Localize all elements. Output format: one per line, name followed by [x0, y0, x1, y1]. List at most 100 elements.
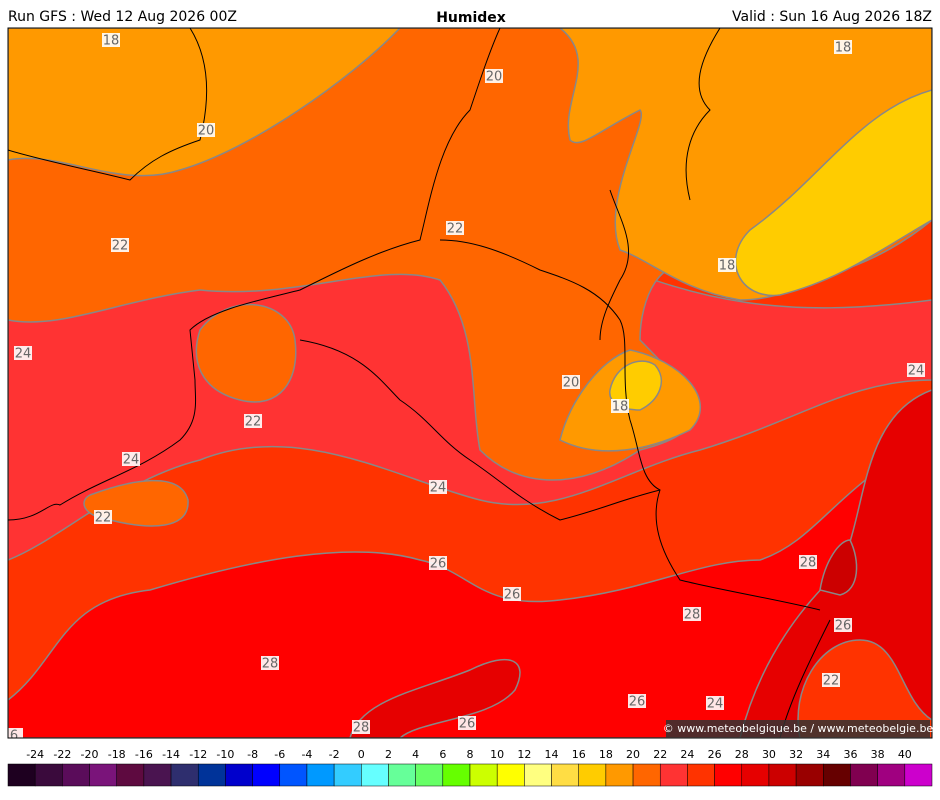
contour-label: 18 [103, 34, 120, 49]
colorbar-label: 28 [735, 748, 749, 761]
contour-label: 26 [504, 588, 521, 603]
credit-box [666, 720, 930, 738]
label-bg [352, 720, 370, 734]
label-bg [503, 587, 521, 601]
colorbar-label: -20 [81, 748, 99, 761]
colorbar-cell [143, 763, 172, 787]
contour-label: 28 [800, 556, 817, 571]
coastline [8, 28, 207, 181]
contour-label: 6 [10, 729, 18, 744]
colorbar: -24 -22 -20 -18 -16 -14 -12 -10 -8 -6 -4 -2 0 2 4 6 8 10 1… [7, 748, 933, 787]
label-bg [611, 399, 629, 413]
colorbar-cell [795, 763, 824, 787]
border [439, 239, 821, 611]
colorbar-label: -6 [274, 748, 285, 761]
colorbar-label: 20 [626, 748, 640, 761]
colorbar-label: -24 [26, 748, 44, 761]
credit: © www.meteobelgique.be / www.meteobelgie… [663, 722, 934, 735]
field [797, 639, 932, 738]
colorbar-cell [469, 763, 498, 787]
label-bg [197, 123, 215, 137]
label-bg [706, 696, 724, 710]
colorbar-cell [34, 763, 63, 787]
map: 18 20 18 20 22 22 18 24 24 20 18 22 24 24 22 26 28 26 28 26… [8, 28, 932, 744]
colorbar-cell [877, 763, 906, 787]
label-bg [718, 258, 736, 272]
contour-label: 22 [823, 674, 840, 689]
contour-label: 24 [908, 364, 925, 379]
valid-label: Valid : Sun 16 Aug 2026 18Z [732, 9, 932, 25]
label-bg [8, 728, 23, 738]
border [599, 189, 629, 341]
label-bg [94, 510, 112, 524]
colorbar-cell [768, 763, 797, 787]
colorbar-label: 40 [898, 748, 912, 761]
label-bg [122, 452, 140, 466]
colorbar-label: 0 [358, 748, 365, 761]
colorbar-label: 30 [762, 748, 776, 761]
field [195, 303, 297, 403]
contour-label: 26 [430, 557, 447, 572]
label-bg [429, 480, 447, 494]
contour-label: 18 [612, 400, 629, 415]
colorbar-label: 14 [545, 748, 559, 761]
colorbar-cell [687, 763, 715, 787]
colorbar-cell [496, 763, 525, 787]
colorbar-cell [170, 763, 199, 787]
colorbar-label: 34 [816, 748, 830, 761]
colorbar-label: -2 [329, 748, 340, 761]
contour-label: 24 [15, 347, 32, 362]
contour-label: 24 [430, 481, 447, 496]
label-bg [111, 238, 129, 252]
field [349, 658, 521, 738]
contour-label: 22 [447, 222, 464, 237]
colorbar-label: 8 [467, 748, 474, 761]
contour-labels: 18 20 18 20 22 22 18 24 24 20 18 22 24 24 22 26 28 26 28 26… [8, 33, 925, 744]
colorbar-label: 22 [653, 748, 667, 761]
colorbar-label: 26 [708, 748, 722, 761]
colorbar-label: -4 [301, 748, 312, 761]
colorbar-cell [333, 763, 362, 787]
label-bg [446, 221, 464, 235]
label-bg [261, 656, 279, 670]
contour-label: 26 [459, 717, 476, 732]
contour-label: 22 [112, 239, 129, 254]
colorbar-cell [659, 763, 688, 787]
colorbar-cell [197, 763, 226, 787]
label-bg [562, 375, 580, 389]
colorbar-cell [89, 763, 117, 787]
colorbar-label: -22 [53, 748, 71, 761]
contour-label: 18 [835, 41, 852, 56]
field [8, 439, 932, 738]
colorbar-cell [524, 763, 552, 787]
map-frame [7, 27, 933, 739]
label-bg [834, 618, 852, 632]
contour-label: 24 [707, 697, 724, 712]
label-bg [628, 694, 646, 708]
border [299, 339, 661, 521]
colorbar-cell [361, 763, 389, 787]
contour-label: 20 [198, 124, 215, 139]
colorbar-cell [741, 763, 770, 787]
colorbar-label: 18 [599, 748, 613, 761]
colorbar-cell [551, 763, 579, 787]
contour-label: 26 [629, 695, 646, 710]
colorbar-label: 2 [385, 748, 392, 761]
colorbar-cell [714, 763, 743, 787]
colorbar-cell [632, 763, 661, 787]
colorbar-label: 12 [517, 748, 531, 761]
colorbar-label: -12 [189, 748, 207, 761]
colorbar-cell [578, 763, 607, 787]
contour-label: 28 [262, 657, 279, 672]
field [819, 539, 858, 596]
colorbar-label: -10 [216, 748, 234, 761]
field [8, 28, 402, 177]
field [734, 89, 932, 297]
map-title: Humidex [436, 10, 506, 26]
contour-label: 26 [835, 619, 852, 634]
colorbar-label: 6 [439, 748, 446, 761]
colorbar-cell [306, 763, 335, 787]
colorbar-label: -8 [247, 748, 258, 761]
coastline [8, 28, 501, 521]
label-bg [102, 33, 120, 47]
